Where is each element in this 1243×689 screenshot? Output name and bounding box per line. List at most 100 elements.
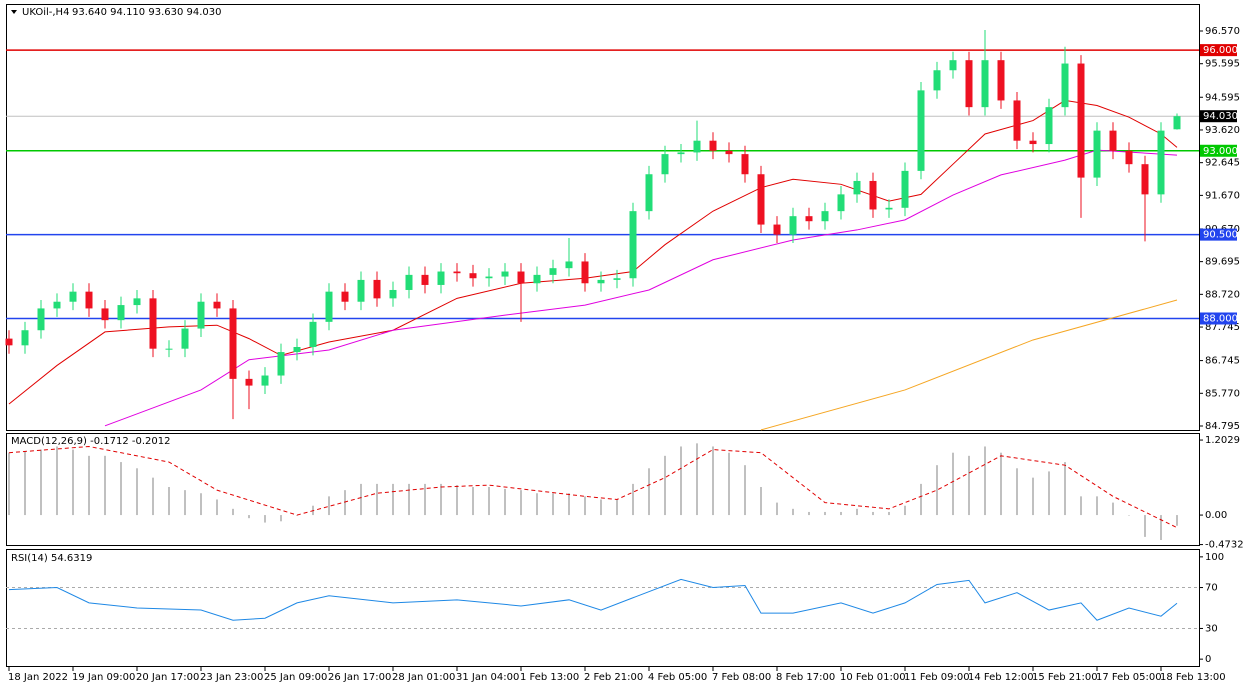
macd-bar	[168, 487, 170, 516]
macd-bar	[392, 483, 394, 516]
x-tick-label: 28 Jan 01:00	[392, 672, 455, 683]
candle-body	[357, 279, 365, 302]
x-tick-label: 1 Feb 13:00	[520, 672, 579, 683]
x-tick-label: 31 Jan 04:00	[456, 672, 519, 683]
macd-bar	[808, 511, 810, 516]
macd-bar	[248, 515, 250, 519]
x-tick-label: 19 Jan 09:00	[72, 672, 135, 683]
candle-body	[149, 298, 157, 349]
level-tag	[1200, 144, 1237, 157]
macd-bar	[1048, 471, 1050, 516]
rsi-panel	[6, 549, 1200, 667]
level-label: 90.500	[1203, 230, 1238, 241]
candle-body	[197, 301, 205, 329]
candle-body	[917, 90, 925, 171]
macd-bar	[8, 452, 10, 516]
level-label: 96.000	[1203, 45, 1238, 56]
macd-bar	[792, 508, 794, 516]
candle-body	[1173, 116, 1181, 130]
x-tick-label: 18 Jan 2022	[8, 672, 68, 683]
y-tick-label: 94.595	[1205, 92, 1240, 103]
last-price-label: 94.030	[1203, 111, 1238, 122]
macd-bar	[600, 499, 602, 516]
macd-bar	[936, 465, 938, 516]
y-tick-label: 87.745	[1205, 322, 1240, 333]
macd-bar	[1128, 515, 1130, 516]
x-tick-label: 15 Feb 21:00	[1032, 672, 1098, 683]
y-tick-label: 86.745	[1205, 356, 1240, 367]
candle-body	[1077, 63, 1085, 178]
candle-body	[581, 261, 589, 284]
candle-body	[629, 211, 637, 279]
y-tick-label: 88.720	[1205, 289, 1240, 300]
level-tag	[1200, 44, 1237, 57]
macd-bar	[264, 515, 266, 523]
macd-bar	[952, 452, 954, 516]
ohlc-label: 93.640 94.110 93.630 94.030	[72, 7, 222, 18]
x-tick-label: 10 Feb 01:00	[840, 672, 906, 683]
macd-bar	[568, 493, 570, 516]
candle-body	[501, 271, 509, 277]
macd-bar	[760, 487, 762, 516]
y-tick-label: 0	[1205, 654, 1211, 665]
x-tick-label: 7 Feb 08:00	[712, 672, 771, 683]
level-tag	[1200, 312, 1237, 325]
candle-body	[789, 216, 797, 235]
macd-bar	[328, 496, 330, 516]
macd-bar	[88, 455, 90, 516]
macd-bar	[1176, 515, 1178, 526]
y-tick-label: 1.2029	[1205, 435, 1240, 446]
y-tick-label: -0.4732	[1205, 540, 1243, 551]
macd-bar	[504, 488, 506, 516]
dropdown-icon[interactable]	[11, 10, 17, 14]
macd-bar	[744, 465, 746, 516]
macd-bar	[680, 446, 682, 516]
macd-bar	[1112, 502, 1114, 516]
candle-body	[1061, 63, 1069, 108]
y-tick-label: 93.620	[1205, 125, 1240, 136]
macd-title: MACD(12,26,9) -0.1712 -0.2012	[11, 436, 171, 447]
x-tick-label: 8 Feb 17:00	[776, 672, 835, 683]
candle-body	[1125, 150, 1133, 165]
candle-body	[709, 140, 717, 151]
candle-body	[117, 305, 125, 321]
macd-bar	[408, 483, 410, 516]
x-tick-label: 17 Feb 05:00	[1096, 672, 1162, 683]
macd-bar	[616, 499, 618, 516]
candle-body	[485, 276, 493, 279]
candle-body	[1109, 130, 1117, 151]
macd-bar	[536, 493, 538, 516]
candle-body	[885, 207, 893, 210]
y-tick-label: 91.670	[1205, 190, 1240, 201]
x-tick-label: 18 Feb 13:00	[1160, 672, 1226, 683]
candle-body	[1157, 130, 1165, 195]
y-tick-label: 0.00	[1205, 510, 1227, 521]
candle-body	[277, 352, 285, 376]
candle-body	[1045, 107, 1053, 145]
candle-body	[661, 154, 669, 175]
candle-body	[5, 338, 13, 346]
macd-bar	[984, 446, 986, 516]
macd-bar	[1064, 462, 1066, 516]
level-tag	[1200, 228, 1237, 241]
macd-bar	[488, 487, 490, 516]
candle-body	[565, 261, 573, 269]
candle-body	[1029, 140, 1037, 145]
macd-bar	[344, 490, 346, 516]
macd-bar	[200, 493, 202, 516]
candle-body	[165, 348, 173, 350]
candle-body	[37, 308, 45, 331]
candle-body	[965, 60, 973, 108]
candle-body	[773, 224, 781, 235]
macd-bar	[216, 499, 218, 516]
x-tick-label: 20 Jan 17:00	[136, 672, 199, 683]
x-tick-label: 4 Feb 05:00	[648, 672, 707, 683]
macd-bar	[104, 455, 106, 516]
macd-bar	[1000, 452, 1002, 516]
candle-body	[853, 180, 861, 195]
macd-bar	[40, 449, 42, 516]
level-label: 88.000	[1203, 313, 1238, 324]
candle-body	[53, 301, 61, 309]
x-tick-label: 23 Jan 23:00	[200, 672, 263, 683]
